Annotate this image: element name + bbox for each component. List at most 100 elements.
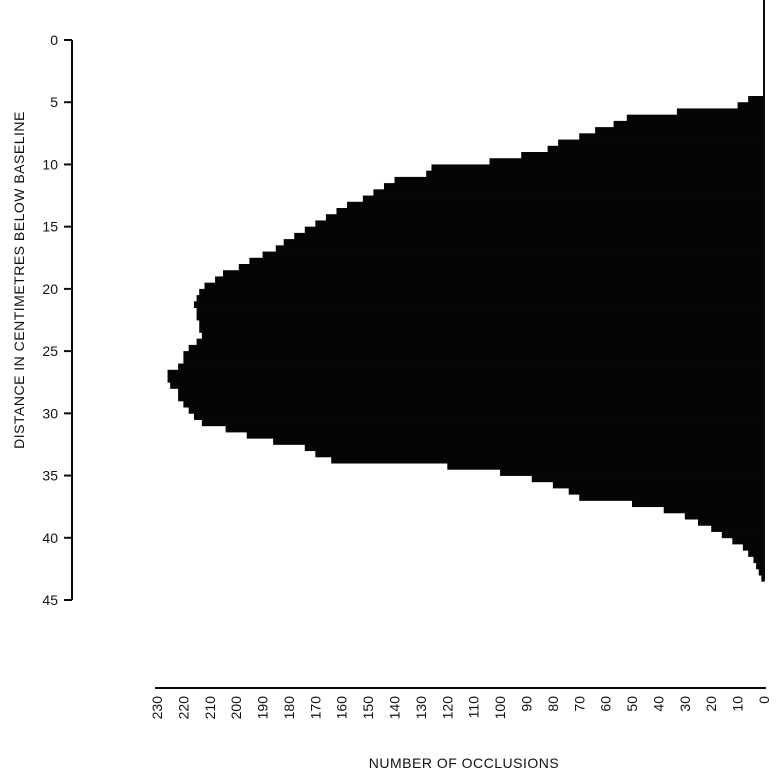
histogram-bar	[249, 257, 764, 265]
histogram-bar	[489, 158, 764, 165]
y-tick-label: 5	[50, 94, 58, 110]
histogram-bar	[188, 344, 765, 352]
x-tick-label: 120	[439, 696, 455, 720]
histogram-bar	[748, 550, 764, 557]
histogram-bar	[225, 425, 764, 433]
x-tick-label: 30	[677, 696, 693, 712]
histogram-bar	[325, 214, 764, 221]
x-tick-label: 160	[334, 696, 350, 720]
y-tick-label: 40	[42, 530, 58, 546]
histogram-bar	[373, 189, 764, 196]
histogram-bar	[183, 400, 764, 408]
histogram-bar	[222, 270, 765, 277]
histogram-bar	[183, 357, 764, 364]
x-tick-label: 100	[492, 696, 508, 720]
histogram-bar	[193, 413, 764, 420]
x-tick-label: 200	[228, 696, 244, 720]
x-axis-label: NUMBER OF OCCLUSIONS	[369, 755, 559, 771]
histogram-bar	[204, 282, 764, 290]
x-tick-label: 70	[571, 696, 587, 712]
histogram-bar	[336, 208, 764, 215]
histogram-bar	[246, 432, 765, 439]
histogram-bar	[568, 488, 764, 495]
y-axis-label: DISTANCE IN CENTIMETRES BELOW BASELINE	[11, 111, 27, 449]
histogram-bar	[663, 506, 764, 514]
y-tick-label: 25	[42, 343, 58, 359]
x-tick-label: 170	[307, 696, 323, 720]
histogram-bar	[196, 338, 765, 346]
histogram-bar	[183, 351, 764, 358]
histogram-bar	[304, 444, 764, 452]
histogram-bar	[283, 239, 764, 246]
y-tick-label: 0	[50, 32, 58, 48]
histogram-bar	[711, 525, 764, 532]
x-tick-label: 90	[519, 696, 535, 712]
histogram-bar	[201, 332, 764, 340]
histogram-bar	[748, 96, 764, 103]
histogram-bar	[394, 176, 764, 184]
x-tick-label: 60	[598, 696, 614, 712]
y-tick-label: 45	[42, 592, 58, 608]
histogram-bar	[294, 232, 764, 240]
histogram-bar	[167, 369, 764, 377]
x-tick-label: 190	[255, 696, 271, 720]
histogram-bar	[199, 320, 765, 327]
histogram-bar	[684, 512, 764, 520]
y-tick-label: 10	[42, 156, 58, 172]
x-tick-label: 230	[149, 696, 165, 720]
x-tick-label: 110	[466, 696, 482, 719]
histogram-bar	[758, 568, 764, 576]
histogram-bar	[761, 575, 764, 582]
histogram-bar	[756, 562, 764, 570]
histogram-bar	[215, 276, 764, 284]
histogram-bar	[315, 450, 764, 458]
histogram-bar	[753, 556, 764, 564]
x-tick-label: 20	[703, 696, 719, 712]
x-tick-label: 150	[360, 696, 376, 720]
histogram-bar	[676, 108, 764, 116]
x-tick-label: 210	[202, 696, 218, 720]
histogram-bar	[178, 394, 765, 402]
histogram-bar	[304, 226, 764, 234]
histogram-bar	[721, 531, 764, 539]
histogram-bar	[275, 245, 764, 252]
histogram-bar	[500, 469, 764, 476]
histogram-bar	[201, 419, 764, 427]
histogram-bar	[262, 251, 764, 259]
histogram-bar	[626, 114, 764, 122]
x-tick-label: 140	[387, 696, 403, 720]
histogram-bar	[552, 481, 764, 489]
x-tick-label: 220	[175, 696, 191, 720]
histogram-bar	[193, 301, 764, 308]
histogram-bar	[737, 102, 764, 109]
x-axis-ticks: 230 220 210 200 190 180 170 160 150 140 130 120 110 1…	[149, 696, 772, 720]
histogram-bar	[447, 463, 764, 470]
histogram-bar	[732, 537, 764, 545]
histogram-bar	[167, 376, 764, 383]
histogram-bar	[558, 139, 764, 147]
histogram-bar	[383, 183, 764, 190]
histogram-bar	[362, 195, 764, 203]
y-tick-label: 30	[42, 405, 58, 421]
histogram-bar	[426, 170, 764, 178]
x-tick-label: 10	[730, 696, 746, 712]
histogram-bar	[613, 120, 764, 128]
histogram-bar	[698, 519, 764, 526]
histogram-bar	[170, 382, 764, 389]
x-tick-label: 180	[281, 696, 297, 720]
histogram-bar	[595, 127, 764, 134]
histogram-bar	[178, 363, 765, 371]
histogram-bar	[196, 313, 765, 321]
histogram-bar	[547, 145, 764, 153]
histogram-bar	[315, 220, 764, 228]
histogram-bar	[521, 152, 764, 159]
histogram-bar	[331, 456, 764, 464]
axes	[71, 0, 766, 689]
y-tick-label: 35	[42, 468, 58, 484]
y-axis-ticks: 0 5 10 15 20 25 30 35 40 45	[42, 32, 72, 608]
histogram-bar	[188, 407, 765, 414]
histogram-bar	[178, 388, 765, 396]
histogram-bar	[196, 307, 765, 315]
x-tick-label: 0	[756, 696, 772, 704]
